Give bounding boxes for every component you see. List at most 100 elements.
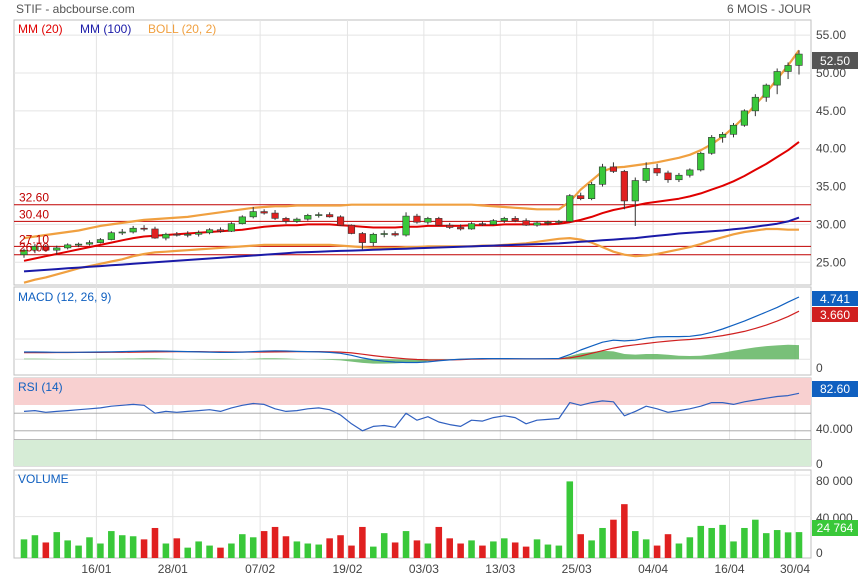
level-label: 27.10 xyxy=(19,232,49,246)
candle-down xyxy=(446,224,454,228)
candle-up xyxy=(205,229,214,234)
volume-bar xyxy=(730,541,737,558)
candle-up xyxy=(64,244,72,249)
volume-tick-80000: 80 000 xyxy=(816,474,853,488)
volume-bar xyxy=(413,540,421,558)
volume-badge-text: 24 764 xyxy=(817,521,854,535)
signal-line xyxy=(24,310,800,361)
macd-badge-text: 4.741 xyxy=(820,292,850,306)
volume-bar xyxy=(479,545,486,558)
date-label: 19/02 xyxy=(332,562,362,576)
date-label: 13/03 xyxy=(485,562,515,576)
volume-bar xyxy=(642,539,650,558)
candle-up xyxy=(238,216,246,224)
candle-down xyxy=(260,211,268,214)
volume-bar xyxy=(86,537,93,558)
volume-bar xyxy=(304,543,312,558)
volume-bar xyxy=(217,547,224,558)
volume-bar xyxy=(162,543,170,558)
candle-up xyxy=(686,169,694,176)
candle-down xyxy=(140,227,148,230)
volume-bar xyxy=(762,533,770,558)
price-tick: 25.00 xyxy=(816,255,846,269)
volume-bar xyxy=(118,535,126,558)
date-label: 25/03 xyxy=(562,562,592,576)
candle-up xyxy=(598,166,607,185)
volume-bar xyxy=(446,538,453,558)
candle-up xyxy=(75,243,83,246)
volume-bar xyxy=(664,534,672,558)
volume-bar xyxy=(42,542,50,558)
volume-bar xyxy=(75,545,82,558)
candle-down xyxy=(336,216,345,226)
macd-histogram-area xyxy=(24,344,799,364)
volume-bar xyxy=(151,527,159,558)
candle-down xyxy=(151,228,159,239)
volume-bar xyxy=(773,530,781,558)
volume-bar xyxy=(293,541,301,558)
volume-bar xyxy=(697,525,705,558)
rsi-oversold-zone xyxy=(14,440,811,466)
mm100-line xyxy=(23,216,800,273)
rsi-line-path xyxy=(23,392,800,432)
signal-badge-text: 3.660 xyxy=(820,308,850,322)
candle-up xyxy=(184,233,192,236)
candle-up xyxy=(751,96,759,112)
volume-bar xyxy=(239,534,246,558)
candle-up xyxy=(631,180,639,202)
candle-up xyxy=(85,242,94,245)
volume-bar xyxy=(271,526,279,558)
date-label: 04/04 xyxy=(638,562,668,576)
volume-bar xyxy=(97,543,104,558)
candle-up xyxy=(96,239,104,243)
price-tick: 40.00 xyxy=(816,142,846,156)
volume-bar xyxy=(686,537,694,558)
candle-up xyxy=(249,211,257,218)
date-label: 28/01 xyxy=(158,562,188,576)
panel-frame xyxy=(13,469,812,559)
volume-bar xyxy=(741,527,748,558)
volume-bar xyxy=(260,531,268,558)
volume-bar xyxy=(533,539,541,558)
date-label: 03/03 xyxy=(409,562,439,576)
volume-bar xyxy=(719,524,726,558)
candle-up xyxy=(566,195,574,222)
candle-down xyxy=(653,168,661,174)
volume-bar xyxy=(337,535,344,558)
macd-line xyxy=(24,296,800,364)
volume-bar xyxy=(675,543,683,558)
volume-bar xyxy=(555,545,563,558)
candle-down xyxy=(282,218,290,222)
candle-up xyxy=(129,227,137,233)
candle-up xyxy=(533,222,541,226)
candle-up xyxy=(293,218,301,222)
volume-bar xyxy=(370,546,377,558)
source-label: STIF - abcbourse.com xyxy=(16,2,135,16)
candle-up xyxy=(304,215,312,220)
candle-down xyxy=(620,171,628,202)
candle-up xyxy=(467,223,476,230)
candle-down xyxy=(435,218,443,226)
volume-bar xyxy=(380,533,388,558)
volume-bar xyxy=(544,544,552,558)
macd-lines xyxy=(24,296,800,364)
volume-bar xyxy=(621,504,628,558)
legend-mm100: MM (100) xyxy=(80,22,131,36)
candle-up xyxy=(118,231,126,234)
candle-up xyxy=(107,232,115,240)
volume-bar xyxy=(490,541,497,558)
macd-histogram xyxy=(24,344,799,364)
volume-bar xyxy=(402,531,410,558)
volume-bar xyxy=(468,540,475,558)
volume-bar xyxy=(195,541,202,558)
candle-up xyxy=(762,84,770,98)
date-label: 16/01 xyxy=(81,562,111,576)
volume-bar xyxy=(249,537,257,558)
candle-down xyxy=(173,233,181,236)
price-tick: 35.00 xyxy=(816,180,846,194)
date-label: 07/02 xyxy=(245,562,275,576)
volume-bar xyxy=(206,545,213,558)
candle-down xyxy=(391,233,399,236)
